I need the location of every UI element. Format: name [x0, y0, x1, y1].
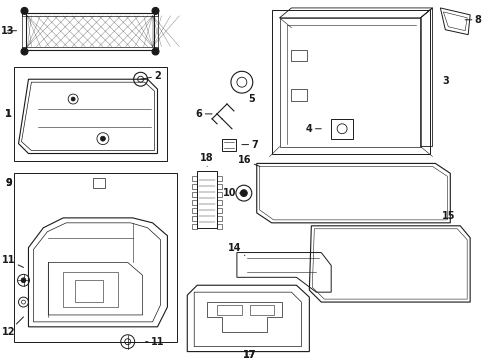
Text: 1: 1 [5, 109, 12, 119]
Text: 11: 11 [146, 337, 164, 347]
Text: 3: 3 [442, 76, 449, 86]
Circle shape [100, 136, 105, 141]
Text: 11: 11 [2, 256, 24, 267]
Text: 17: 17 [243, 350, 257, 360]
Text: 13: 13 [1, 26, 17, 36]
Text: 14: 14 [228, 243, 245, 256]
Text: 6: 6 [196, 109, 212, 119]
Text: 16: 16 [238, 156, 260, 166]
Circle shape [71, 97, 75, 101]
Text: 9: 9 [5, 178, 12, 188]
Circle shape [21, 48, 28, 55]
Text: 12: 12 [2, 317, 24, 337]
Text: 9: 9 [5, 178, 12, 188]
Text: 17: 17 [243, 350, 257, 360]
Text: 1: 1 [5, 109, 12, 119]
Text: 2: 2 [141, 71, 161, 81]
Text: 4: 4 [306, 124, 321, 134]
Circle shape [21, 278, 26, 283]
Text: 18: 18 [200, 153, 214, 166]
Text: 5: 5 [248, 94, 255, 104]
Text: 8: 8 [465, 15, 482, 25]
Text: 7: 7 [242, 140, 258, 150]
Circle shape [152, 48, 159, 55]
Circle shape [152, 8, 159, 14]
Text: 10: 10 [223, 188, 244, 198]
Circle shape [241, 190, 247, 197]
Circle shape [21, 8, 28, 14]
Text: 15: 15 [441, 211, 455, 221]
